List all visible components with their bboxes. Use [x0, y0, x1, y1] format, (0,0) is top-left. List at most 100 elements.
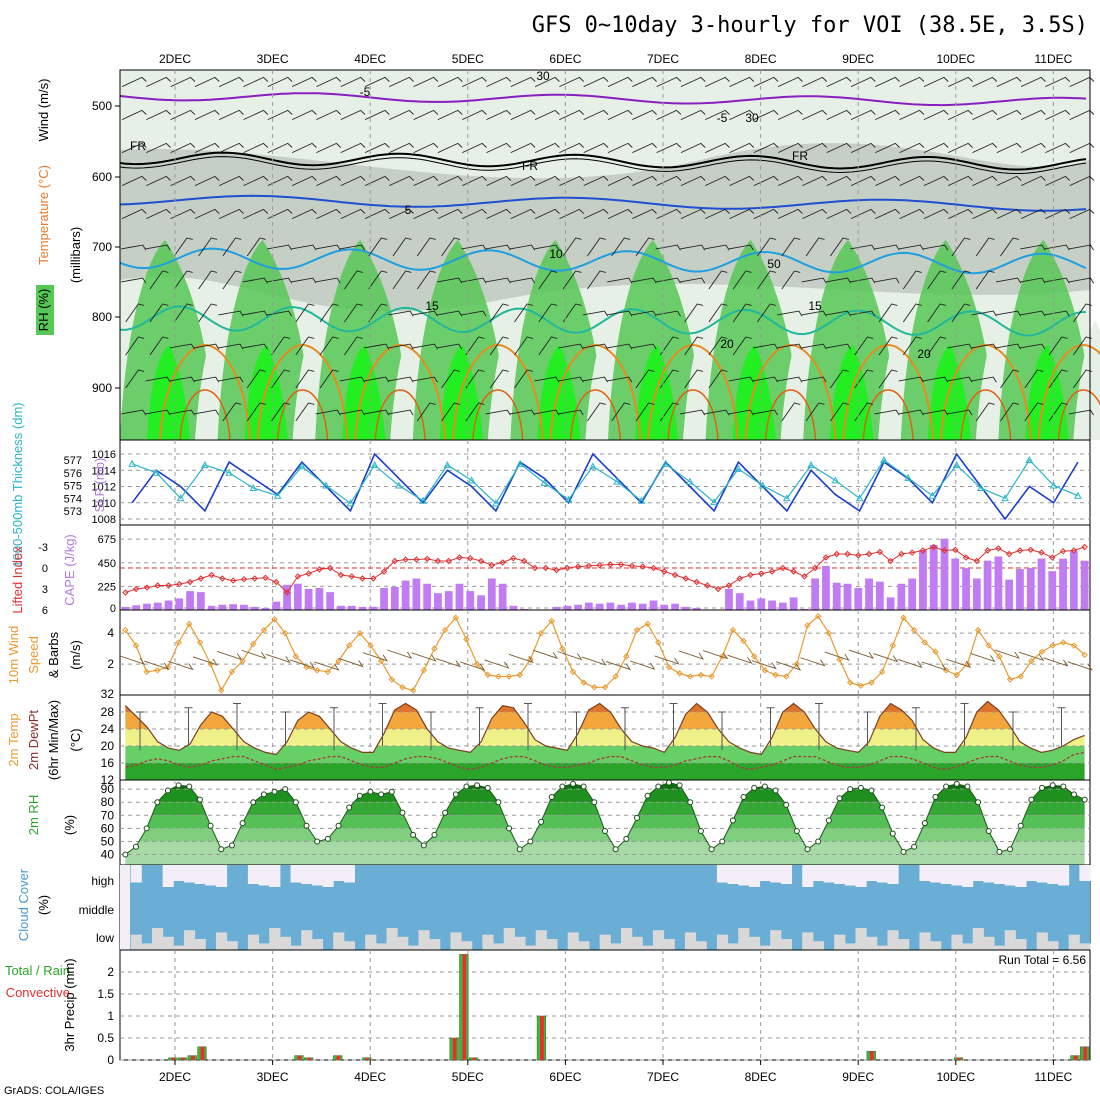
wind-barb [485, 244, 511, 251]
li-point [316, 566, 323, 573]
wind-barb [777, 142, 803, 154]
wind-barb [485, 409, 511, 416]
wind-barb [923, 409, 949, 416]
run-total: Run Total = 6.56 [998, 953, 1086, 967]
cape-bar [218, 604, 227, 610]
cloud-low [1004, 930, 1016, 950]
precip-convective-bar [540, 1016, 544, 1060]
wind-barb [514, 303, 534, 323]
rh-point [196, 796, 203, 803]
li-point [510, 554, 517, 562]
wind10-barb [168, 661, 194, 671]
wind-speed-point [548, 617, 555, 625]
rh-point [431, 831, 438, 838]
rh-point [783, 801, 790, 808]
rh-tick-label: 60 [101, 821, 115, 835]
wind-barb [899, 208, 925, 220]
day-label-bottom: 2DEC [159, 1070, 191, 1084]
rh-point [623, 835, 630, 842]
li-point [423, 555, 431, 563]
wind-barb [898, 376, 924, 383]
rh-point [548, 794, 555, 800]
wind-barb [558, 376, 584, 383]
li-point [639, 563, 646, 570]
wind-barb [680, 175, 706, 187]
wind-barb [708, 270, 728, 290]
wind-barb [898, 244, 924, 251]
rh-point [271, 788, 278, 795]
wind-barb [562, 237, 582, 257]
wind-barb [656, 109, 682, 121]
wind-barb [121, 277, 147, 284]
wind-barb [632, 142, 657, 154]
wind-barb [388, 409, 414, 416]
wind-barb [996, 142, 1022, 154]
wind10-barb [1018, 651, 1045, 661]
wind-barb [1020, 208, 1046, 220]
cloud-low [1036, 932, 1048, 950]
li-point [337, 571, 345, 579]
wind-barb [781, 237, 801, 257]
contour-label: FR [792, 149, 808, 163]
temp-contour [119, 92, 1087, 107]
wind-speed-point [463, 636, 470, 643]
cloud-low [215, 932, 228, 950]
rh-point [122, 851, 129, 858]
wind-barb [319, 303, 339, 323]
wind-barb [267, 208, 293, 220]
wind-barb [995, 277, 1022, 284]
wind-barb [413, 76, 439, 88]
cloud-high [972, 865, 984, 881]
legend-rh: RH (%) [36, 289, 51, 332]
rh-point [132, 843, 139, 850]
precip-convective-bar [365, 1057, 370, 1060]
cloud-high [866, 865, 878, 881]
cape-bar [175, 598, 184, 610]
precip-convective-bar [1073, 1055, 1078, 1060]
wind10-barb [119, 655, 146, 665]
cape-bar [509, 605, 518, 610]
legend-total-rain: Total / Rain [5, 963, 70, 978]
li-point [176, 580, 183, 588]
li-point [768, 568, 776, 575]
wind-barb [923, 142, 949, 154]
cape-bar [1037, 558, 1046, 610]
cape-bar [293, 583, 302, 610]
li-point [219, 575, 226, 582]
cloud-low [684, 932, 697, 950]
wind-barb [534, 76, 560, 88]
day-label-bottom: 6DEC [549, 1070, 581, 1084]
wind-barb [777, 208, 803, 220]
cape-bar [444, 591, 453, 610]
wind-speed-point [623, 653, 630, 660]
cloud-low [652, 930, 665, 950]
wind-speed-point [676, 670, 683, 677]
wind-barb [729, 76, 755, 88]
li-point [941, 547, 948, 554]
wind-speed-point [729, 626, 737, 634]
wind-speed-point [655, 639, 662, 646]
minmax-bar [815, 703, 823, 751]
wind10-barb [435, 658, 462, 668]
cape-bar [1059, 558, 1067, 610]
thickness-point [734, 464, 743, 472]
wind-barb [170, 175, 196, 187]
wind-barb [295, 369, 315, 389]
temp-contour-25 [960, 389, 1012, 441]
cloud-low [951, 934, 963, 950]
wind-barb [996, 76, 1022, 88]
li-point [456, 554, 463, 561]
wind-barb [802, 142, 828, 154]
cape-bar [929, 544, 938, 610]
wind-speed-point [612, 673, 619, 680]
cloud-high [855, 865, 867, 887]
temp-tick-label: 28 [101, 705, 115, 719]
contour-label: 20 [720, 337, 734, 351]
rh-point [697, 828, 704, 834]
wind-barb [729, 175, 755, 187]
wind-speed-point [665, 663, 673, 671]
wind-barb [534, 208, 560, 220]
wind-barb [826, 208, 852, 220]
li-point [305, 570, 312, 577]
cloud-high [173, 865, 185, 881]
